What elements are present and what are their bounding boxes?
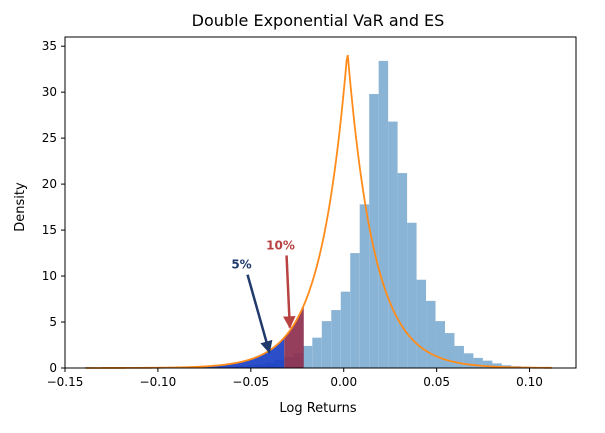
histogram-bar — [303, 346, 312, 368]
histogram-bar — [426, 301, 435, 368]
shaded-region-10pct — [284, 305, 304, 368]
histogram-bar — [331, 310, 340, 368]
x-tick-label: −0.05 — [232, 375, 269, 389]
histogram-bar — [379, 61, 388, 368]
y-tick-label: 20 — [42, 177, 57, 191]
density-curve-line — [85, 55, 551, 368]
annotation-label-5pct: 5% — [231, 258, 251, 272]
y-tick-label: 25 — [42, 131, 57, 145]
histogram-bar — [341, 292, 350, 368]
histogram-bar — [417, 280, 426, 368]
shaded-region-5pct — [84, 338, 285, 368]
annotation-arrow-10pct — [287, 255, 290, 327]
y-tick-label: 5 — [49, 315, 57, 329]
annotation-label-10pct: 10% — [266, 238, 295, 252]
y-tick-label: 15 — [42, 223, 57, 237]
histogram-bar — [454, 346, 463, 368]
histogram-bar — [398, 173, 407, 368]
y-tick-label: 30 — [42, 85, 57, 99]
histogram-bar — [350, 253, 359, 368]
annotation-arrow-5pct — [248, 275, 270, 353]
plot-area: −0.15 −0.10 −0.05 0.00 0.05 0.10 0 5 10 15 20 25 30 3… — [42, 37, 576, 389]
x-axis-label: Log Returns — [279, 401, 356, 416]
y-tick-label: 35 — [42, 39, 57, 53]
histogram-bar — [407, 223, 416, 368]
y-axis-label: Density — [13, 182, 28, 232]
y-tick-label: 10 — [42, 269, 57, 283]
plot-frame — [65, 37, 576, 368]
x-tick-label: −0.10 — [140, 375, 177, 389]
x-tick-label: −0.15 — [47, 375, 84, 389]
chart-title: Double Exponential VaR and ES — [192, 11, 445, 30]
histogram-bar — [360, 204, 369, 368]
histogram-bar — [388, 122, 397, 368]
x-tick-label: 0.00 — [330, 375, 357, 389]
histogram-bar — [436, 321, 445, 368]
histogram-bar — [312, 338, 321, 368]
histogram-bar — [464, 353, 473, 368]
x-tick-label: 0.10 — [516, 375, 543, 389]
x-tick-label: 0.05 — [423, 375, 450, 389]
y-tick-label: 0 — [49, 361, 57, 375]
histogram-bar — [322, 321, 331, 368]
histogram-bar — [445, 333, 454, 368]
